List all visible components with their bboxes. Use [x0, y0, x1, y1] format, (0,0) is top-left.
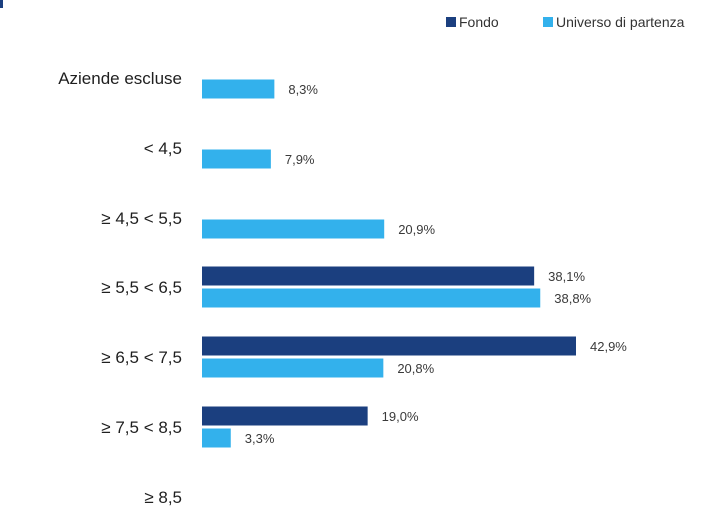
category-label: ≥ 7,5 < 8,5	[101, 418, 182, 437]
legend-swatch-universo	[543, 17, 553, 27]
bar-fondo	[202, 336, 576, 356]
bar-universo	[202, 358, 384, 378]
legend-label-universo: Universo di partenza	[556, 14, 685, 30]
category-label: ≥ 6,5 < 7,5	[101, 348, 182, 367]
data-label: 7,9%	[285, 152, 315, 167]
data-label: 38,1%	[548, 269, 585, 284]
bar-universo	[202, 79, 275, 99]
data-label: 20,8%	[397, 361, 434, 376]
category-label: ≥ 5,5 < 6,5	[101, 278, 182, 297]
category-label: ≥ 8,5	[144, 488, 182, 507]
corner-accent-mark	[0, 0, 3, 8]
legend-swatch-fondo	[446, 17, 456, 27]
data-label: 38,8%	[554, 291, 591, 306]
data-label: 19,0%	[382, 409, 419, 424]
category-label: Aziende escluse	[58, 69, 182, 88]
category-label: ≥ 4,5 < 5,5	[101, 209, 182, 228]
data-label: 42,9%	[590, 339, 627, 354]
data-label: 3,3%	[245, 431, 275, 446]
bar-fondo	[202, 266, 535, 286]
bar-universo	[202, 149, 271, 169]
bar-universo	[202, 219, 385, 239]
bar-fondo	[202, 406, 368, 426]
bar-universo	[202, 288, 541, 308]
bar-universo	[202, 428, 231, 448]
data-label: 20,9%	[398, 222, 435, 237]
legend-label-fondo: Fondo	[459, 14, 499, 30]
data-label: 8,3%	[288, 82, 318, 97]
category-label: < 4,5	[144, 139, 182, 158]
